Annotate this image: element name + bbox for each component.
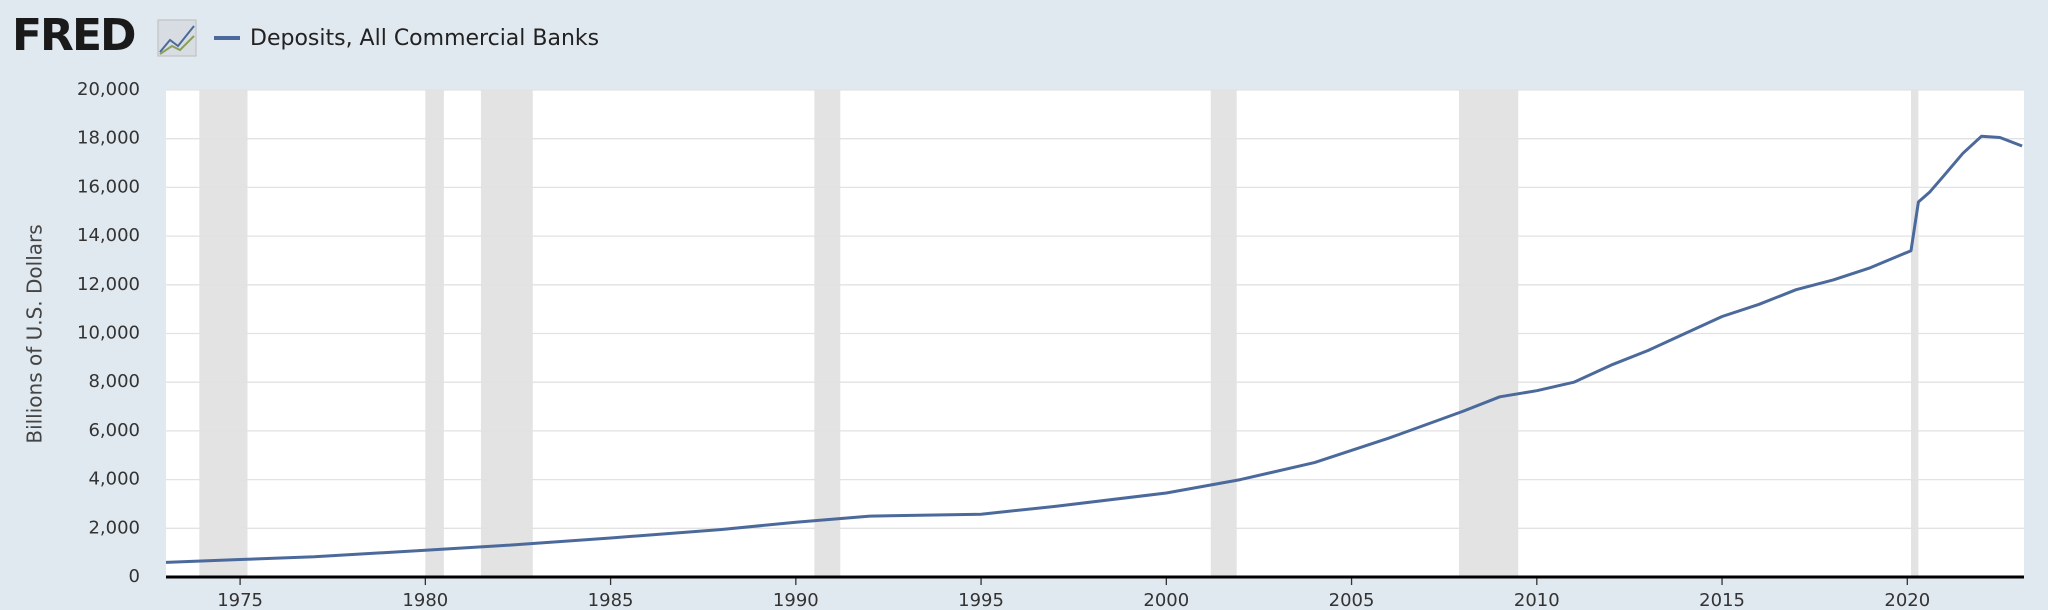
x-tick-label: 2015: [1699, 590, 1745, 610]
x-tick-label: 1995: [958, 590, 1004, 610]
legend-label: Deposits, All Commercial Banks: [250, 26, 599, 51]
y-tick-label: 12,000: [77, 274, 140, 295]
logo-icon: [157, 19, 197, 57]
x-tick-label: 2010: [1514, 590, 1560, 610]
x-tick-label: 1975: [217, 590, 263, 610]
y-tick-label: 8,000: [88, 371, 140, 392]
x-tick-label: 2000: [1143, 590, 1189, 610]
logo: FRED: [12, 10, 135, 61]
y-tick-label: 10,000: [77, 323, 140, 344]
y-tick-label: 20,000: [77, 79, 140, 100]
x-tick-label: 1980: [402, 590, 448, 610]
x-tick-label: 1990: [773, 590, 819, 610]
y-tick-label: 4,000: [88, 469, 140, 490]
y-tick-label: 0: [129, 566, 140, 587]
y-tick-label: 18,000: [77, 128, 140, 149]
x-tick-label: 2020: [1884, 590, 1930, 610]
y-tick-label: 14,000: [77, 225, 140, 246]
x-tick-label: 2005: [1329, 590, 1375, 610]
y-axis-label: Billions of U.S. Dollars: [23, 224, 47, 443]
y-tick-label: 16,000: [77, 176, 140, 197]
x-tick-label: 1985: [588, 590, 634, 610]
y-tick-label: 6,000: [88, 420, 140, 441]
y-tick-label: 2,000: [88, 517, 140, 538]
data-line: [165, 134, 2023, 564]
